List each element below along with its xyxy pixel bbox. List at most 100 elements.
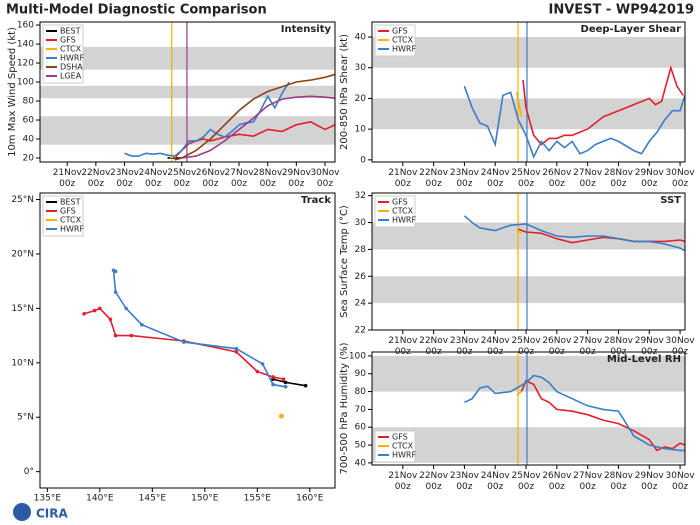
track-point [234,346,239,351]
legend-label: GFS [392,27,408,36]
legend-box [42,24,84,84]
y-tick-label: 120 [17,59,34,69]
y-tick-label: 0° [24,467,34,477]
x-tick-label: 135°E [34,494,62,504]
x-tick-label: 23Nov 00z [110,168,140,189]
legend-label: CTCX [392,207,414,216]
track-point [140,322,144,327]
x-tick-label: 27Nov 00z [573,336,603,357]
y-tick-label: 100 [349,351,366,361]
series-group [464,374,685,452]
y-tick-label: 24 [355,299,367,309]
x-tick-label: 29Nov 00z [282,168,312,189]
intensity-band [372,37,685,68]
legend-label: BEST [60,198,81,207]
x-tick-label: 29Nov 00z [635,168,665,189]
y-tick-label: 60 [23,116,35,126]
panel-title: Deep-Layer Shear [581,24,682,35]
track-point [303,383,308,388]
legend-label: DSHA [60,63,83,72]
y-tick-label: 40 [355,33,367,43]
x-tick-label: 23Nov 00z [450,168,480,189]
panel-frame [371,21,686,163]
track-point [260,362,265,366]
x-tick-label: 27Nov 00z [573,471,603,492]
y-tick-label: 160 [17,21,34,31]
track-point [113,333,118,338]
legend-label: CTCX [60,216,82,225]
y-tick-label: 140 [17,40,34,50]
panel-title: SST [660,195,681,206]
x-tick-label: 23Nov 00z [450,471,480,492]
series-line [174,73,335,161]
track-point [271,375,275,379]
series-line [463,85,685,159]
x-tick-label: 21Nov 00z [388,336,418,357]
x-tick-label: 22Nov 00z [81,168,111,189]
series-line [181,95,335,159]
y-tick-label: 25°N [11,195,34,205]
x-tick-label: 22Nov 00z [419,168,449,189]
series-group [463,215,685,252]
x-tick-label: 30Nov 00z [666,168,696,189]
track-point [182,340,186,344]
legend-label: GFS [60,36,76,45]
x-tick-label: 24Nov 00z [139,168,169,189]
x-tick-label: 150°E [191,494,219,504]
x-tick-label: 30Nov 00z [310,168,340,189]
legend-label: GFS [392,433,408,442]
x-tick-label: 26Nov 00z [542,336,572,357]
x-tick-label: 30Nov 00z [666,471,696,492]
series-line [516,390,522,396]
legend-label: BEST [60,27,81,36]
series-line [112,268,286,388]
y-axis-label: 200-850 hPa Shear (kt) [339,34,350,150]
y-axis-label: 10m Max Wind Speed (kt) [7,27,18,157]
intensity-band [372,222,685,250]
intensity-band [372,355,685,392]
x-tick-label: 29Nov 00z [635,471,665,492]
y-tick-label: 70 [355,405,367,415]
track-point [255,369,260,374]
legend-label: LGEA [60,72,82,81]
series-line [518,228,685,244]
y-tick-label: 5°N [17,413,34,423]
panel-frame [39,21,336,163]
x-tick-label: 24Nov 00z [481,168,511,189]
y-axis-label: Sea Surface Temp (°C) [339,205,350,318]
y-tick-label: 20 [355,94,367,104]
x-tick-label: 24Nov 00z [481,336,511,357]
x-tick-label: 155°E [244,494,272,504]
series-line [463,215,685,252]
panel-title: Mid-Level RH [607,354,681,365]
x-tick-label: 28Nov 00z [253,168,283,189]
x-tick-label: 27Nov 00z [225,168,255,189]
legend-label: HWRF [392,451,416,460]
panel-frame [371,192,686,331]
y-tick-label: 90 [355,369,367,379]
track-point [124,306,128,311]
series-group [463,64,685,159]
panel-title: Intensity [281,24,332,35]
legend-label: HWRF [60,225,84,234]
track-point [113,269,118,274]
x-tick-label: 27Nov 00z [573,168,603,189]
panel: 0° 5°N 10°N 15°N 20°N 25°N 135°E 140°E 145°E 150°… [11,192,336,504]
x-tick-label: 21Nov 00z [388,168,418,189]
track-point [113,290,118,294]
legend-label: HWRF [392,45,416,54]
x-tick-label: 26Nov 00z [196,168,226,189]
y-tick-label: 26 [355,272,367,282]
storm-id: INVEST - WP942019 [549,3,694,18]
y-tick-label: 80 [23,97,35,107]
track-point [281,377,286,381]
track-point [82,312,86,316]
track-point [278,413,284,419]
x-tick-label: 25Nov 00z [512,168,542,189]
y-tick-label: 50 [355,441,367,451]
series-group [124,73,335,161]
series-group [82,268,308,419]
x-tick-label: 140°E [86,494,114,504]
